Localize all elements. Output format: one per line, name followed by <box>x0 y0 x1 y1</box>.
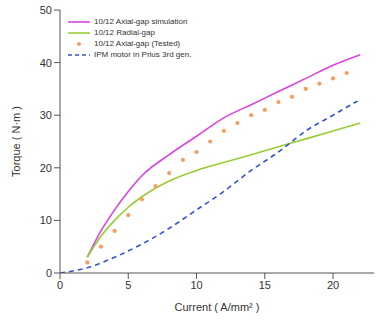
html-text:10/12 Radial-gap: 10/12 Radial-gap <box>94 28 155 37</box>
svg-text:20: 20 <box>40 162 52 174</box>
html-text:10/12 Axial-gap simulation: 10/12 Axial-gap simulation <box>94 17 188 26</box>
svg-text:10: 10 <box>190 279 202 291</box>
svg-text:0: 0 <box>46 267 52 279</box>
svg-text:20: 20 <box>327 279 339 291</box>
html-text:IPM motor in Prius 3rd gen.: IPM motor in Prius 3rd gen. <box>94 50 192 59</box>
svg-text:50: 50 <box>40 4 52 16</box>
svg-text:15: 15 <box>259 279 271 291</box>
svg-text:Torque ( N·m ): Torque ( N·m ) <box>10 106 22 177</box>
svg-text:30: 30 <box>40 109 52 121</box>
svg-text:5: 5 <box>125 279 131 291</box>
svg-text:40: 40 <box>40 57 52 69</box>
svg-text:10: 10 <box>40 214 52 226</box>
svg-text:Current ( A/mm² ): Current ( A/mm² ) <box>175 301 260 313</box>
svg-text:0: 0 <box>57 279 63 291</box>
html-text:10/12 Axial-gap (Tested): 10/12 Axial-gap (Tested) <box>94 39 181 48</box>
